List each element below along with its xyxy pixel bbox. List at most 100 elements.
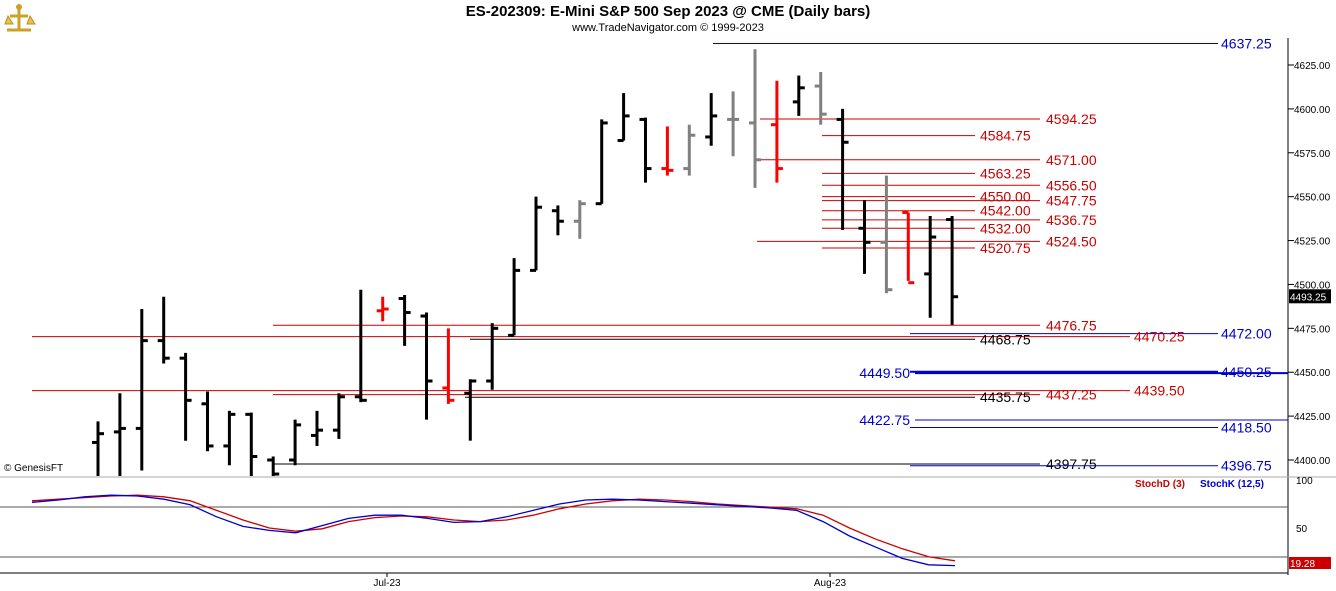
chart-subtitle: www.TradeNavigator.com © 1999-2023 [572,22,764,34]
level-label: 4536.75 [1046,212,1097,228]
price-bar [749,49,761,188]
price-bar [157,296,170,364]
price-bar [946,215,959,325]
level-line: 4472.00 [910,326,1272,342]
last-price-box [1289,289,1331,304]
stoch-legend-label: StochD (3) [1135,479,1185,490]
level-line: 4584.75 [822,128,1031,144]
time-tick-label: Aug-23 [814,578,847,589]
trade-navigator-logo-icon [2,2,36,36]
price-bar [201,391,214,452]
level-line: 4437.25 [273,387,1097,403]
price-tick-label: 4550.00 [1294,193,1331,204]
level-label: 4571.00 [1046,152,1097,168]
level-line: 4468.75 [470,331,1031,347]
price-bar [814,72,827,125]
price-bar [551,205,564,236]
price-tick-label: 4600.00 [1294,105,1331,116]
price-bar [639,117,652,183]
level-line: 4450.25 [910,364,1272,380]
level-line: 4520.75 [822,240,1031,256]
level-label: 4547.75 [1046,193,1097,209]
price-bar [836,108,849,231]
level-line: 4637.25 [713,35,1272,51]
level-line: 4470.25 [32,329,1185,345]
price-bar [398,294,411,346]
price-bar [311,410,323,446]
level-label: 4449.50 [859,365,910,381]
level-label: 4439.50 [1134,383,1185,399]
price-bar [113,393,126,476]
level-line: 4524.50 [757,233,1097,249]
price-bar [376,296,389,322]
price-tick-label: 4525.00 [1294,237,1331,248]
price-bar [179,352,192,441]
price-bar [902,210,915,285]
level-label: 4542.00 [980,203,1031,219]
price-tick-label: 4625.00 [1294,61,1331,72]
price-bar [880,175,893,294]
level-label: 4532.00 [980,220,1031,236]
level-label: 4397.75 [1046,456,1097,472]
price-tick-label: 4450.00 [1294,368,1331,379]
chart-title: ES-202309: E-Mini S&P 500 Sep 2023 @ CME… [465,3,871,20]
price-bar [705,93,718,146]
level-label: 4396.75 [1221,458,1272,474]
level-label: 4476.75 [1046,317,1097,333]
stoch-series-line [31,494,956,567]
level-line: 4556.50 [822,177,1097,193]
level-line: 4594.25 [760,111,1097,127]
level-line: 4547.75 [822,193,1097,209]
level-label: 4594.25 [1046,111,1097,127]
price-tick-label: 4400.00 [1294,456,1331,467]
price-bar [924,215,937,318]
price-tick-label: 4475.00 [1294,324,1331,335]
stoch-tick-label: 100 [1296,476,1313,487]
stoch-last-box [1289,557,1331,569]
stoch-series-line [31,494,956,562]
stoch-last-label: 19.28 [1290,559,1315,570]
level-line: 4397.75 [273,456,1097,472]
time-tick-label: Jul-23 [373,578,401,589]
level-line: 4439.50 [32,383,1185,399]
last-price-label: 4493.25 [1290,292,1327,303]
chart-header: ES-202309: E-Mini S&P 500 Sep 2023 @ CME… [0,0,1336,38]
price-bar [727,91,740,157]
price-bar [530,196,542,272]
level-line: 4563.25 [822,165,1031,181]
level-label: 4556.50 [1046,177,1097,193]
level-label: 4563.25 [980,165,1031,181]
price-bar [92,421,104,476]
level-label: 4435.75 [980,389,1031,405]
level-line: 4435.75 [465,389,1031,405]
level-line: 4449.50 [859,365,1288,381]
price-bar [770,80,783,183]
price-bar [289,419,302,466]
price-bar [442,328,455,404]
price-tick-label: 4575.00 [1294,149,1331,160]
level-label: 4520.75 [980,240,1031,256]
price-bar [792,75,805,116]
price-bar [661,126,674,176]
price-bar [573,200,586,239]
level-label: 4437.25 [1046,387,1097,403]
price-bar [420,312,433,420]
level-line: 4532.00 [822,220,1031,236]
level-label: 4468.75 [980,331,1031,347]
price-bar [486,323,499,390]
stoch-tick-label: 50 [1296,524,1308,535]
price-bar [595,119,608,206]
level-label: 4422.75 [859,412,910,428]
price-bar [245,412,258,476]
level-line: 4542.00 [822,203,1031,219]
level-label: 4472.00 [1221,326,1272,342]
level-label: 4584.75 [980,128,1031,144]
level-line: 4571.00 [757,152,1097,168]
price-bar [617,93,630,142]
watermark: © GenesisFT [4,463,63,474]
level-line: 4476.75 [273,317,1097,333]
level-label: 4450.25 [1221,364,1272,380]
level-label: 4524.50 [1046,233,1097,249]
level-line: 4418.50 [910,420,1272,436]
price-tick-label: 4425.00 [1294,412,1331,423]
